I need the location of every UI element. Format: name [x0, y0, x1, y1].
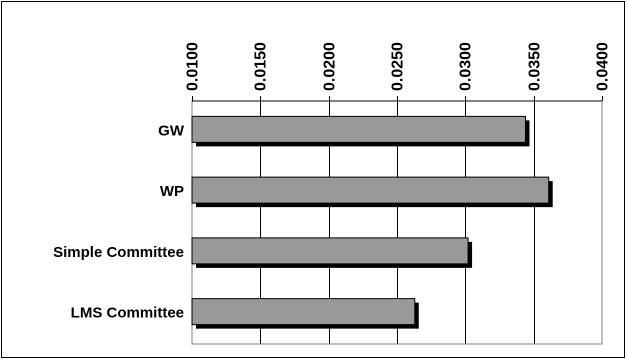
x-tick-label: 0.0200 [322, 42, 339, 91]
category-labels: GW WP Simple Committee LMS Committee [53, 122, 185, 321]
bar-gw [191, 115, 526, 143]
bars [191, 115, 553, 329]
bar-simple-committee [191, 237, 469, 265]
bar-lms-committee [191, 298, 416, 326]
category-label: Simple Committee [53, 244, 184, 261]
x-axis [192, 96, 603, 102]
x-tick-labels: 0.0100 0.0150 0.0200 0.0250 0.0300 0.0350 0.04… [185, 42, 612, 91]
category-label: GW [158, 122, 185, 139]
x-tick-label: 0.0400 [595, 42, 612, 91]
category-label: LMS Committee [71, 305, 184, 322]
x-tick-label: 0.0300 [458, 42, 475, 91]
x-tick-label: 0.0100 [185, 42, 202, 91]
x-tick-label: 0.0150 [253, 42, 270, 91]
x-tick-label: 0.0250 [390, 42, 407, 91]
bar-wp [191, 176, 550, 204]
category-label: WP [160, 183, 184, 200]
x-tick-label: 0.0350 [527, 42, 544, 91]
